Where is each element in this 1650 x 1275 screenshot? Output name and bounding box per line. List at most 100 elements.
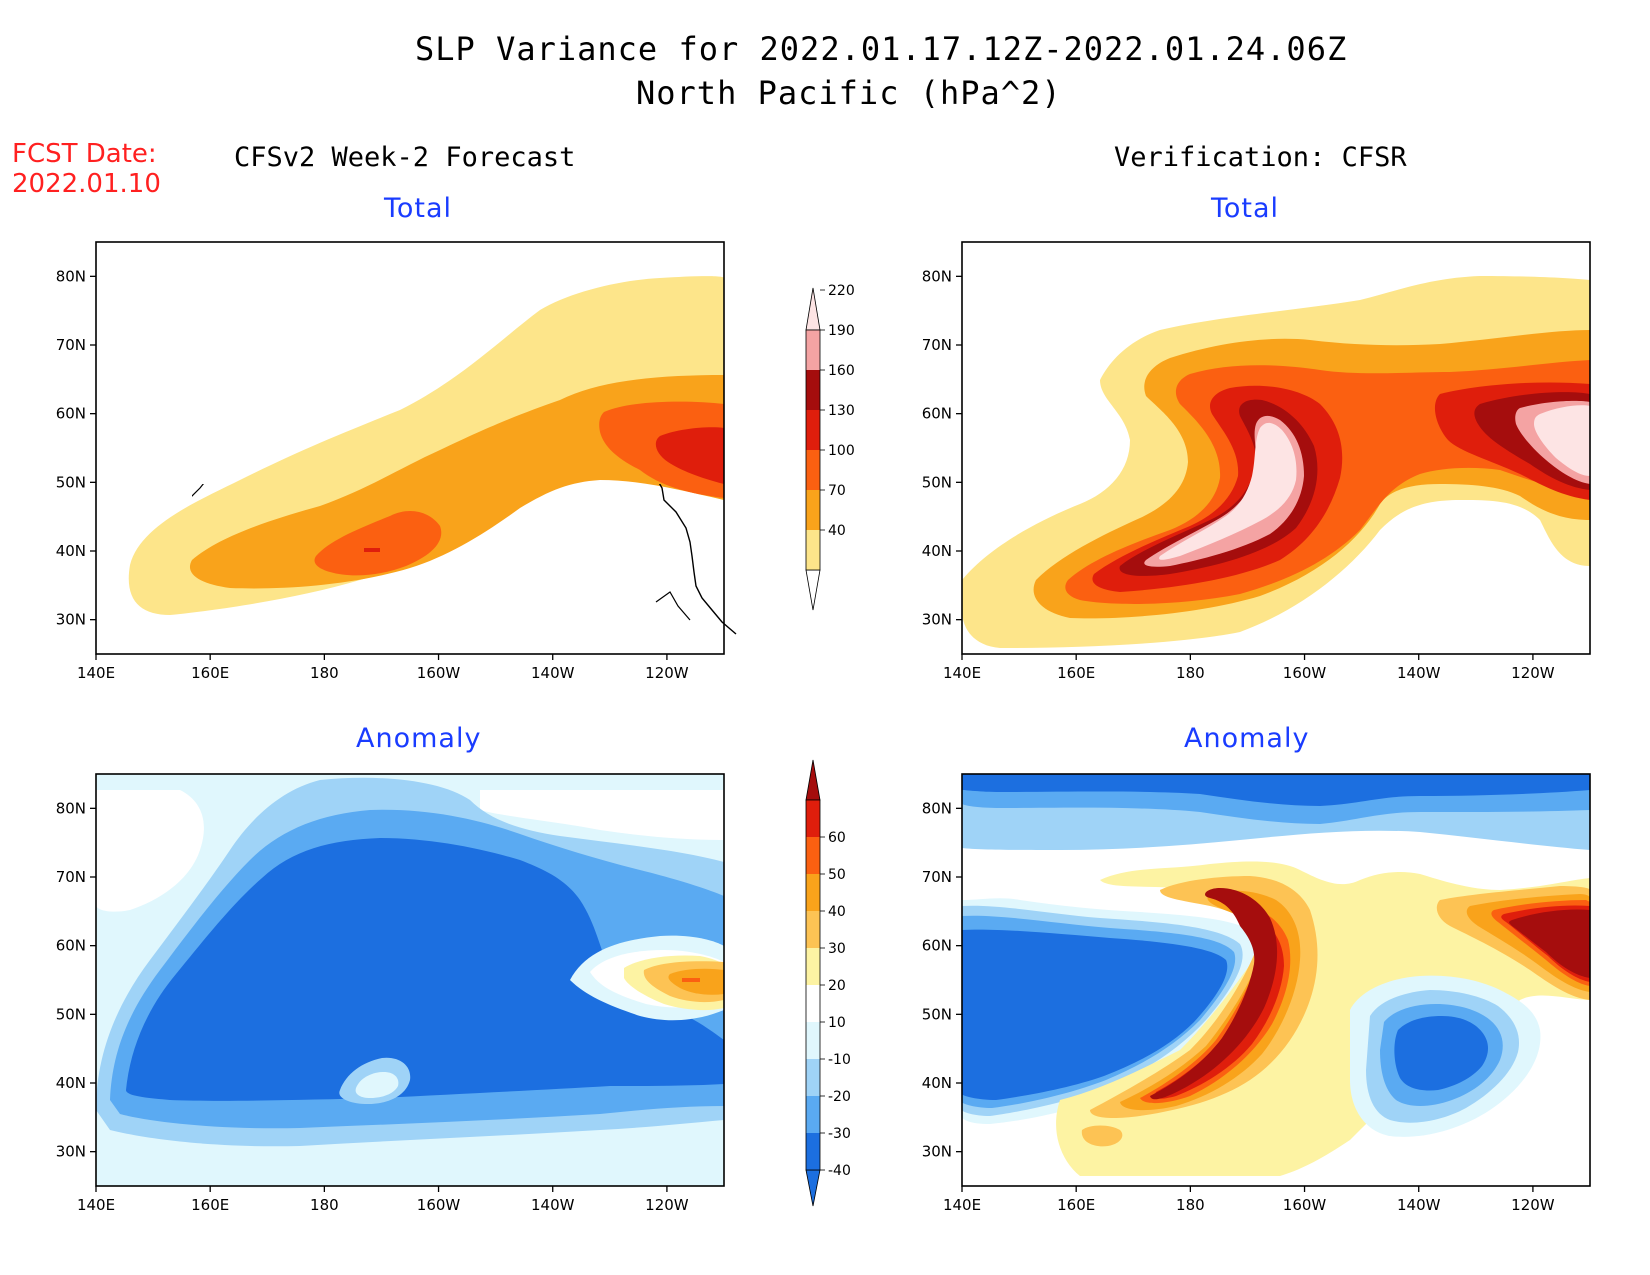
y-tick-label: 50N bbox=[922, 473, 952, 491]
right-column-title: Verification: CFSR bbox=[1114, 142, 1407, 173]
x-tick-label: 140W bbox=[1397, 664, 1441, 682]
colorbar-swatch bbox=[806, 1059, 820, 1096]
anom-verif-west-neg-40 bbox=[962, 929, 1228, 1100]
x-tick-label: 180 bbox=[310, 1196, 339, 1214]
colorbar-swatch bbox=[806, 800, 820, 837]
y-tick-label: 30N bbox=[56, 1143, 86, 1161]
y-tick-label: 60N bbox=[56, 405, 86, 423]
x-tick-label: 160W bbox=[1283, 1196, 1327, 1214]
main-title: SLP Variance for 2022.01.17.12Z-2022.01.… bbox=[415, 30, 1348, 68]
colorbar-swatch bbox=[806, 370, 820, 410]
colorbar-bottom-arrow bbox=[805, 1169, 821, 1207]
colorbar-label: 190 bbox=[828, 323, 855, 339]
colorbar-label: 100 bbox=[828, 443, 855, 459]
colorbar-top-arrow bbox=[805, 759, 821, 801]
colorbar-label: 220 bbox=[828, 283, 855, 299]
colorbar-label: 130 bbox=[828, 403, 855, 419]
total-fcst-contour-130 bbox=[364, 427, 724, 552]
y-tick-label: 80N bbox=[922, 799, 952, 817]
colorbar-swatch bbox=[806, 874, 820, 911]
total-verif-contour-220 bbox=[1159, 405, 1590, 560]
fcst-date: 2022.01.10 bbox=[12, 169, 161, 199]
x-tick-label: 120W bbox=[645, 1196, 689, 1214]
y-tick-label: 80N bbox=[922, 267, 952, 285]
colorbar-label: -40 bbox=[828, 1163, 851, 1179]
x-tick-label: 160E bbox=[1057, 1196, 1095, 1214]
x-tick-label: 160E bbox=[191, 664, 229, 682]
anom-verif-east-neg-40 bbox=[1394, 1016, 1488, 1091]
colorbar-label: -20 bbox=[828, 1089, 851, 1105]
anom-verif-top-band-40 bbox=[962, 774, 1590, 806]
colorbar-swatch bbox=[806, 911, 820, 948]
colorbar-total: 40 70 100 130 160 190 220 bbox=[805, 283, 855, 611]
colorbar-label: 70 bbox=[828, 483, 846, 499]
y-tick-label: 30N bbox=[922, 611, 952, 629]
colorbar-swatch bbox=[806, 1133, 820, 1170]
y-tick-label: 30N bbox=[56, 611, 86, 629]
colorbar-label: 60 bbox=[828, 830, 846, 846]
panel-verification-anomaly bbox=[961, 773, 1591, 1187]
colorbar-label: 10 bbox=[828, 1015, 846, 1031]
y-tick-label: 60N bbox=[922, 937, 952, 955]
x-tick-label: 140W bbox=[1397, 1196, 1441, 1214]
anom-verif-pos-60-central bbox=[1150, 888, 1278, 1100]
anom-fcst-pos-40 bbox=[682, 978, 700, 982]
x-tick-label: 120W bbox=[1511, 664, 1555, 682]
y-tick-label: 30N bbox=[922, 1143, 952, 1161]
colorbar-anomaly: -40 -30 -20 -10 10 20 30 40 50 60 bbox=[805, 759, 851, 1207]
y-tick-label: 60N bbox=[922, 405, 952, 423]
colorbar-label: 30 bbox=[828, 941, 846, 957]
y-tick-label: 70N bbox=[922, 868, 952, 886]
colorbar-bottom-arrow bbox=[805, 569, 821, 611]
x-tick-label: 140E bbox=[77, 1196, 115, 1214]
x-tick-label: 140E bbox=[943, 664, 981, 682]
left-column-title: CFSv2 Week-2 Forecast bbox=[234, 142, 576, 173]
panel-forecast-anomaly bbox=[95, 773, 725, 1187]
colorbar-top-arrow bbox=[805, 287, 821, 331]
y-tick-label: 60N bbox=[56, 937, 86, 955]
anom-verif-pos-60-east bbox=[1509, 909, 1590, 978]
panel-title-anomaly-fcst: Anomaly bbox=[356, 723, 482, 754]
total-fcst-contour-100 bbox=[314, 401, 724, 576]
y-tick-label: 70N bbox=[922, 336, 952, 354]
main-subtitle: North Pacific (hPa^2) bbox=[636, 74, 1062, 112]
colorbar-label: 160 bbox=[828, 363, 855, 379]
x-tick-label: 180 bbox=[1176, 1196, 1205, 1214]
colorbar-swatch bbox=[806, 410, 820, 450]
axes-layer: 140E 160E 180 160W 140W 120W 80N 70N 60N 50N 40N 30… bbox=[56, 267, 1555, 1214]
colorbar-swatch bbox=[806, 948, 820, 985]
panel-title-total-verif: Total bbox=[1211, 193, 1280, 224]
anom-fcst-weak-pocket-inner bbox=[355, 1072, 399, 1098]
y-tick-label: 40N bbox=[56, 1074, 86, 1092]
x-tick-label: 140W bbox=[531, 1196, 575, 1214]
x-tick-label: 140E bbox=[943, 1196, 981, 1214]
y-tick-label: 50N bbox=[56, 473, 86, 491]
y-tick-label: 80N bbox=[56, 799, 86, 817]
x-tick-label: 120W bbox=[1511, 1196, 1555, 1214]
colorbar-swatch bbox=[806, 530, 820, 570]
y-tick-label: 70N bbox=[56, 868, 86, 886]
colorbar-label: -30 bbox=[828, 1126, 851, 1142]
total-fcst-contour-70 bbox=[189, 375, 724, 589]
colorbar-swatch bbox=[806, 330, 820, 370]
colorbar-label: -10 bbox=[828, 1052, 851, 1068]
anom-fcst-white-region bbox=[96, 790, 724, 912]
panel-forecast-total bbox=[95, 241, 725, 655]
x-tick-label: 180 bbox=[310, 664, 339, 682]
anom-fcst-contour-minus40 bbox=[126, 838, 724, 1101]
colorbar-swatch bbox=[806, 490, 820, 530]
x-tick-label: 160W bbox=[1283, 664, 1327, 682]
x-tick-label: 120W bbox=[645, 664, 689, 682]
y-tick-label: 40N bbox=[922, 542, 952, 560]
colorbar-swatch bbox=[806, 985, 820, 1022]
y-tick-label: 40N bbox=[922, 1074, 952, 1092]
total-verif-contour-190 bbox=[1144, 400, 1590, 567]
fcst-label: FCST Date: bbox=[12, 139, 157, 169]
x-tick-label: 160E bbox=[191, 1196, 229, 1214]
panel-title-anomaly-verif: Anomaly bbox=[1184, 723, 1310, 754]
colorbar-swatch bbox=[806, 450, 820, 490]
y-tick-label: 50N bbox=[922, 1005, 952, 1023]
panel-verification-total bbox=[961, 241, 1591, 655]
colorbar-label: 40 bbox=[828, 904, 846, 920]
